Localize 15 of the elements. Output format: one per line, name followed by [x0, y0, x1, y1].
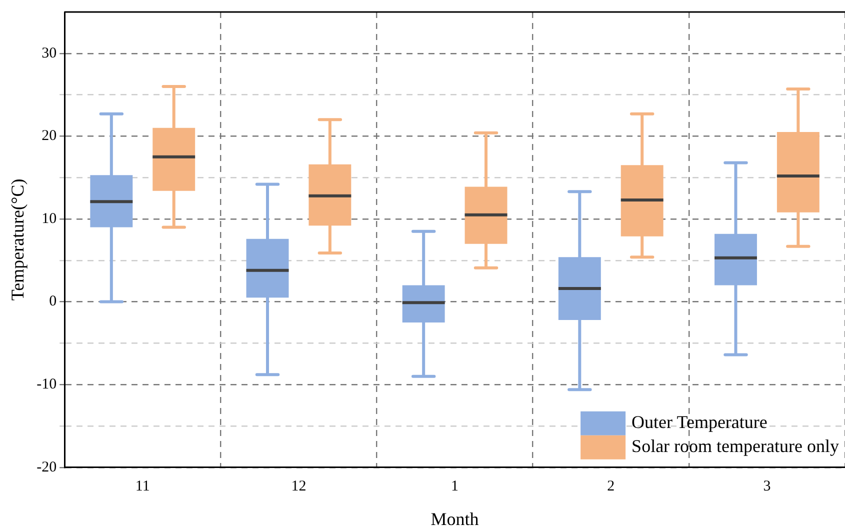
- y-tick-label: -20: [36, 459, 57, 476]
- y-tick-label: -10: [36, 376, 57, 393]
- y-tick-label: 20: [42, 128, 57, 144]
- x-axis-title: Month: [430, 508, 479, 529]
- legend-label: Solar room temperature only: [632, 436, 840, 456]
- x-tick-label: 1: [451, 478, 459, 494]
- y-tick-label: 10: [42, 210, 57, 227]
- x-tick-label: 3: [763, 478, 771, 494]
- y-axis-title: Temperature(°C): [8, 178, 28, 301]
- x-tick-label: 2: [607, 478, 615, 494]
- legend-label: Outer Temperature: [632, 412, 768, 432]
- y-tick-label: 30: [42, 45, 57, 62]
- y-tick-label: 0: [49, 294, 57, 310]
- x-tick-label: 12: [291, 478, 306, 494]
- x-tick-label: 11: [135, 478, 150, 494]
